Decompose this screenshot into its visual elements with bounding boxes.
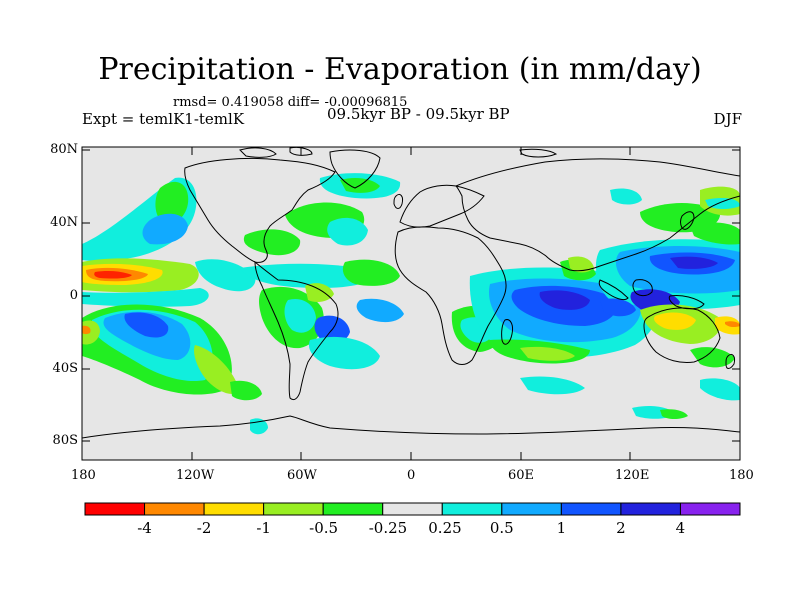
colorbar-box-1 — [144, 502, 205, 516]
coast-north-america — [184, 157, 336, 263]
coast-madagascar — [501, 319, 513, 345]
lat-ticks — [82, 149, 740, 442]
contour-samerica-cyan — [284, 298, 316, 333]
contour-spac-red-west — [82, 325, 91, 335]
colorbar-box-4 — [322, 502, 384, 516]
coastlines — [82, 147, 740, 439]
contour-camerica-cyan — [195, 259, 256, 292]
lat-label-80n: 80N — [50, 142, 78, 157]
colorbar-box-5 — [382, 502, 443, 516]
colorbar-label-0: -4 — [137, 519, 152, 537]
colorbar-box-3 — [263, 502, 324, 516]
field-contours — [82, 173, 740, 435]
lat-label-40s: 40S — [52, 361, 78, 376]
contour-china-cyan — [610, 188, 642, 205]
lon-ticks — [81, 147, 741, 460]
contour-npacific-lightblue — [142, 213, 188, 245]
coast-uk — [393, 193, 403, 209]
colorbar-box-6 — [441, 502, 503, 516]
contour-swpac-red — [725, 321, 740, 328]
contour-atl-itcz-cyan — [240, 263, 373, 288]
contour-sind-cyan — [520, 376, 585, 395]
colorbar-label-2: -1 — [256, 519, 271, 537]
contour-sepac-yellowgreen — [194, 345, 240, 395]
stats-line: rmsd= 0.419058 diff= -0.00096815 — [173, 95, 408, 110]
coast-arctic-islands — [239, 147, 558, 158]
contour-satl-green — [342, 259, 400, 286]
contour-satl-cyan — [308, 336, 380, 370]
colorbar-box-10 — [679, 502, 741, 516]
lon-label-120w: 120W — [176, 468, 215, 483]
colorbar-label-8: 2 — [616, 519, 626, 537]
contour-indian-yellowgreen — [520, 346, 575, 361]
lat-label-40n: 40N — [50, 215, 78, 230]
coast-sumatra — [598, 279, 629, 301]
coast-australia — [643, 307, 721, 363]
coast-africa — [394, 226, 507, 365]
coast-europe — [399, 184, 485, 228]
contour-samerica-yellowgreen — [305, 283, 334, 302]
contour-southern-green — [230, 380, 262, 401]
contour-bengal-yellowgreen — [568, 256, 594, 273]
season-label: DJF — [713, 110, 742, 128]
contour-wpac-darkblue — [670, 256, 718, 269]
lon-label-120e: 120E — [615, 468, 650, 483]
contour-aus-yellow — [654, 312, 696, 330]
colorbar — [84, 502, 741, 516]
page-title: Precipitation - Evaporation (in mm/day) — [98, 52, 702, 87]
colorbar-box-0 — [84, 502, 146, 516]
colorbar-label-6: 0.5 — [489, 519, 514, 537]
contour-spac-blue — [124, 312, 169, 338]
coast-asia — [455, 158, 740, 272]
colorbar-box-2 — [203, 502, 265, 516]
contour-npac-cyan-east — [705, 198, 740, 209]
lat-label-eq: 0 — [69, 288, 78, 303]
contour-caribbean-green — [243, 229, 301, 256]
contour-tpac-red — [94, 271, 132, 279]
colorbar-label-1: -2 — [196, 519, 212, 537]
contour-so-green-2 — [660, 409, 688, 419]
colorbar-label-9: 4 — [675, 519, 686, 537]
colorbar-label-4: -0.25 — [368, 519, 408, 537]
coast-new-zealand — [725, 353, 735, 369]
colorbar-label-5: 0.25 — [428, 519, 462, 537]
coast-borneo — [632, 279, 653, 297]
contour-tpac-cyan-south — [82, 288, 209, 307]
period-label: 09.5kyr BP - 09.5kyr BP — [327, 105, 510, 123]
colorbar-box-8 — [560, 502, 622, 516]
colorbar-label-3: -0.5 — [309, 519, 339, 537]
lon-label-0: 0 — [407, 468, 416, 483]
contour-aus-green — [690, 347, 735, 368]
lon-label-180e: 180 — [729, 468, 754, 483]
experiment-label: Expt = temlK1-temlK — [82, 110, 245, 128]
coast-greenland — [329, 149, 381, 189]
colorbar-label-7: 1 — [556, 519, 567, 537]
contour-indian-darkblue — [539, 290, 590, 310]
lon-label-180w: 180 — [71, 468, 96, 483]
contour-swpac-cyan — [700, 378, 740, 401]
contour-npac-east-green — [690, 222, 740, 245]
colorbar-box-7 — [501, 502, 562, 516]
colorbar-box-9 — [620, 502, 681, 516]
coast-japan — [680, 211, 695, 230]
contour-satl-lightblue — [356, 298, 404, 323]
contour-mc-blue — [600, 298, 636, 317]
lat-label-80s: 80S — [52, 433, 78, 448]
lon-label-60w: 60W — [287, 468, 317, 483]
coast-south-america — [254, 260, 339, 401]
lon-label-60e: 60E — [508, 468, 535, 483]
contour-npacific-green — [155, 181, 189, 225]
coast-antarctica — [82, 415, 740, 439]
contour-natlantic-cyan — [327, 217, 368, 246]
